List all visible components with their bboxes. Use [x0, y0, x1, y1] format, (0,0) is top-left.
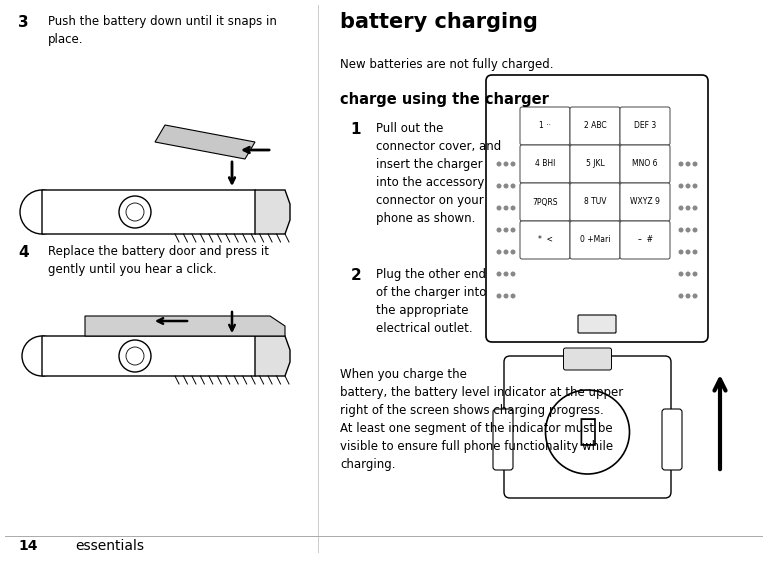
Text: 4 BHI: 4 BHI — [535, 160, 555, 169]
Circle shape — [503, 293, 509, 298]
Circle shape — [686, 205, 690, 210]
Text: 14: 14 — [18, 539, 38, 553]
FancyBboxPatch shape — [486, 75, 708, 342]
Circle shape — [496, 183, 502, 188]
FancyBboxPatch shape — [520, 107, 570, 145]
FancyBboxPatch shape — [520, 145, 570, 183]
Circle shape — [511, 271, 515, 276]
FancyBboxPatch shape — [504, 356, 671, 498]
Circle shape — [503, 271, 509, 276]
Circle shape — [693, 249, 697, 254]
Circle shape — [679, 161, 683, 166]
Circle shape — [679, 293, 683, 298]
Circle shape — [679, 183, 683, 188]
FancyBboxPatch shape — [620, 145, 670, 183]
FancyBboxPatch shape — [570, 107, 620, 145]
FancyBboxPatch shape — [662, 409, 682, 470]
Polygon shape — [255, 190, 290, 234]
Circle shape — [511, 205, 515, 210]
Text: Ⓜ: Ⓜ — [578, 417, 597, 447]
Text: MNO 6: MNO 6 — [632, 160, 658, 169]
Circle shape — [496, 293, 502, 298]
Text: 2: 2 — [351, 268, 361, 283]
Circle shape — [503, 249, 509, 254]
Text: Replace the battery door and press it
gently until you hear a click.: Replace the battery door and press it ge… — [48, 245, 269, 276]
Circle shape — [22, 336, 62, 376]
Circle shape — [693, 161, 697, 166]
Text: battery charging: battery charging — [341, 12, 538, 32]
Polygon shape — [155, 125, 255, 159]
Circle shape — [511, 249, 515, 254]
Circle shape — [686, 249, 690, 254]
Circle shape — [503, 161, 509, 166]
Circle shape — [496, 249, 502, 254]
FancyBboxPatch shape — [520, 183, 570, 221]
Text: –  #: – # — [637, 236, 653, 245]
Text: When you charge the
battery, the battery level indicator at the upper
right of t: When you charge the battery, the battery… — [341, 368, 624, 471]
Text: WXYZ 9: WXYZ 9 — [630, 197, 660, 206]
Text: 1 ··: 1 ·· — [539, 121, 551, 130]
Text: 7PQRS: 7PQRS — [532, 197, 558, 206]
Text: charge using the charger: charge using the charger — [341, 92, 549, 107]
Circle shape — [693, 205, 697, 210]
Circle shape — [679, 227, 683, 232]
Circle shape — [511, 227, 515, 232]
Circle shape — [503, 205, 509, 210]
Polygon shape — [42, 190, 272, 234]
FancyBboxPatch shape — [564, 348, 611, 370]
Text: essentials: essentials — [75, 539, 144, 553]
Circle shape — [679, 249, 683, 254]
Circle shape — [20, 190, 64, 234]
Circle shape — [693, 271, 697, 276]
Text: New batteries are not fully charged.: New batteries are not fully charged. — [341, 58, 554, 71]
Circle shape — [693, 227, 697, 232]
Polygon shape — [42, 336, 272, 376]
Circle shape — [496, 205, 502, 210]
Circle shape — [496, 161, 502, 166]
Circle shape — [679, 205, 683, 210]
Polygon shape — [85, 316, 285, 336]
FancyBboxPatch shape — [493, 409, 513, 470]
FancyBboxPatch shape — [620, 107, 670, 145]
FancyBboxPatch shape — [620, 183, 670, 221]
Polygon shape — [255, 336, 290, 376]
Circle shape — [686, 183, 690, 188]
Text: Pull out the
connector cover, and
insert the charger
into the accessory
connecto: Pull out the connector cover, and insert… — [377, 122, 502, 225]
Circle shape — [686, 161, 690, 166]
Circle shape — [686, 293, 690, 298]
Text: 8 TUV: 8 TUV — [584, 197, 606, 206]
Text: *  <: * < — [538, 236, 552, 245]
Text: 4: 4 — [18, 245, 28, 260]
Circle shape — [511, 161, 515, 166]
FancyBboxPatch shape — [578, 315, 616, 333]
Circle shape — [693, 183, 697, 188]
Circle shape — [511, 293, 515, 298]
Circle shape — [693, 293, 697, 298]
FancyBboxPatch shape — [620, 221, 670, 259]
Text: 5 JKL: 5 JKL — [586, 160, 604, 169]
Circle shape — [511, 183, 515, 188]
Text: 0 +Mari: 0 +Mari — [580, 236, 611, 245]
Circle shape — [496, 227, 502, 232]
Circle shape — [686, 271, 690, 276]
Text: 3: 3 — [18, 15, 28, 30]
Text: 2 ABC: 2 ABC — [584, 121, 606, 130]
Circle shape — [503, 227, 509, 232]
Circle shape — [496, 271, 502, 276]
Text: 1: 1 — [351, 122, 360, 137]
Text: DEF 3: DEF 3 — [634, 121, 656, 130]
FancyBboxPatch shape — [570, 221, 620, 259]
Text: Plug the other end
of the charger into
the appropriate
electrical outlet.: Plug the other end of the charger into t… — [377, 268, 487, 335]
Circle shape — [503, 183, 509, 188]
Circle shape — [679, 271, 683, 276]
Text: Push the battery down until it snaps in
place.: Push the battery down until it snaps in … — [48, 15, 277, 46]
FancyBboxPatch shape — [570, 183, 620, 221]
FancyBboxPatch shape — [520, 221, 570, 259]
FancyBboxPatch shape — [570, 145, 620, 183]
Circle shape — [686, 227, 690, 232]
